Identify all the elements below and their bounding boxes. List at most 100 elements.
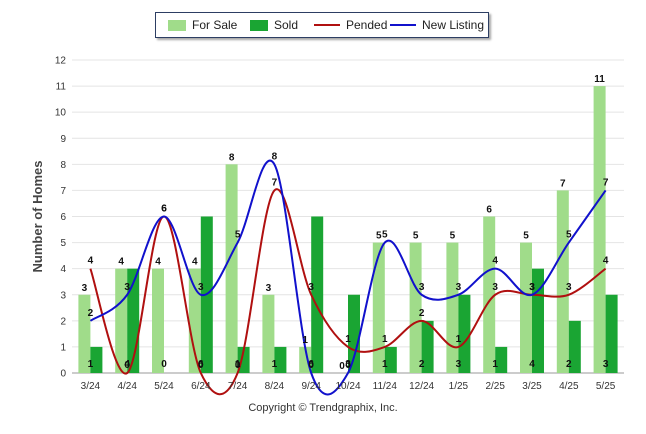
x-tick-label: 11/24: [373, 381, 398, 392]
x-tick-label: 12/24: [409, 381, 434, 392]
legend-item-for-sale: For Sale: [168, 13, 237, 37]
y-tick-label: 4: [60, 264, 66, 275]
x-tick-label: 7/24: [228, 381, 248, 392]
data-label-new-listing: 3: [419, 282, 425, 293]
data-label-new-listing: 0: [345, 360, 351, 371]
data-label-pended: 3: [529, 282, 535, 293]
data-label-new-listing: 5: [566, 230, 572, 241]
data-label-pended: 0: [124, 360, 130, 371]
data-label-new-listing: 7: [603, 177, 609, 188]
x-tick-label: 5/25: [596, 381, 616, 392]
bar-sold: [568, 320, 581, 373]
y-tick-label: 0: [60, 369, 66, 380]
data-label-for-sale: 4: [192, 257, 198, 268]
bar-series: [78, 86, 618, 373]
data-label-pended: 4: [603, 256, 609, 267]
bar-for-sale: [556, 190, 569, 373]
x-tick-label: 6/24: [191, 381, 211, 392]
x-tick-label: 3/25: [522, 381, 542, 392]
y-tick-label: 3: [60, 290, 66, 301]
data-label-sold: 1: [382, 359, 388, 370]
bar-for-sale: [593, 86, 606, 373]
data-label-sold: 6: [198, 359, 204, 370]
y-tick-label: 8: [60, 160, 66, 171]
line-series: [89, 159, 607, 396]
data-label-pended: 7: [272, 177, 278, 188]
x-tick-label: 1/25: [449, 381, 469, 392]
legend: For Sale Sold Pended New Listing: [155, 12, 489, 38]
bar-sold: [495, 346, 508, 373]
bar-for-sale: [299, 346, 312, 373]
data-label-new-listing: 5: [382, 230, 388, 241]
x-tick-label: 2/25: [485, 381, 505, 392]
bar-for-sale: [152, 268, 164, 373]
legend-item-pended: Pended: [314, 13, 387, 37]
data-label-for-sale: 7: [560, 178, 566, 189]
data-label-sold: 6: [308, 359, 314, 370]
data-label-for-sale: 1: [302, 335, 308, 346]
data-label-for-sale: 5: [413, 231, 419, 242]
bar-sold: [90, 346, 103, 373]
data-label-new-listing: 3: [529, 282, 535, 293]
legend-swatch: [250, 19, 268, 31]
data-label-for-sale: 4: [118, 257, 124, 268]
bar-for-sale: [520, 242, 532, 373]
x-tick-label: 4/25: [559, 381, 579, 392]
bar-sold: [458, 294, 471, 373]
y-tick-label: 6: [60, 212, 66, 223]
data-label-for-sale: 0: [339, 361, 345, 372]
x-tick-label: 10/24: [335, 381, 360, 392]
legend-label: New Listing: [422, 18, 485, 32]
legend-swatch: [168, 19, 186, 31]
legend-item-new-listing: New Listing: [390, 13, 484, 37]
legend-swatch: [390, 24, 416, 26]
bar-for-sale: [372, 242, 385, 373]
bar-sold: [348, 294, 360, 373]
x-tick-label: 3/24: [81, 381, 101, 392]
bar-for-sale: [483, 216, 496, 373]
data-label-new-listing: 4: [492, 256, 498, 267]
legend-item-sold: Sold: [250, 13, 298, 37]
data-label-for-sale: 5: [450, 231, 456, 242]
bar-sold: [421, 320, 434, 373]
data-label-new-listing: 8: [272, 151, 278, 162]
bar-sold: [311, 216, 324, 373]
data-label-pended: 3: [492, 282, 498, 293]
data-label-sold: 0: [161, 359, 167, 370]
x-tick-label: 4/24: [117, 381, 137, 392]
data-label-new-listing: 0: [308, 360, 314, 371]
bar-for-sale: [188, 268, 201, 373]
data-label-for-sale: 6: [486, 205, 492, 216]
line-pended: [89, 188, 607, 396]
data-label-sold: 2: [419, 359, 425, 370]
bar-sold: [384, 346, 397, 373]
y-tick-label: 7: [60, 186, 66, 197]
data-label-pended: 2: [419, 308, 425, 319]
data-label-pended: 3: [308, 282, 314, 293]
data-label-for-sale: 5: [376, 231, 382, 242]
data-label-new-listing: 3: [198, 282, 204, 293]
data-label-pended: 4: [88, 256, 94, 267]
y-tick-label: 1: [60, 342, 66, 353]
data-label-new-listing: 5: [235, 230, 241, 241]
data-label-new-listing: 6: [161, 204, 167, 215]
bar-for-sale: [409, 242, 422, 373]
bar-for-sale: [78, 294, 91, 373]
bar-for-sale: [115, 268, 128, 373]
data-label-sold: 1: [88, 359, 94, 370]
legend-label: Pended: [346, 18, 388, 32]
y-tick-label: 12: [55, 56, 67, 67]
data-label-sold: 1: [235, 359, 241, 370]
data-label-sold: 2: [566, 359, 572, 370]
data-label-pended: 0: [235, 360, 241, 371]
y-tick-label: 2: [60, 316, 66, 327]
bar-sold: [274, 346, 287, 373]
legend-label: Sold: [274, 18, 299, 32]
data-label-sold: 3: [345, 359, 351, 370]
data-label-pended: 1: [382, 334, 388, 345]
x-tick-label: 9/24: [301, 381, 321, 392]
x-tick-label: 5/24: [154, 381, 174, 392]
